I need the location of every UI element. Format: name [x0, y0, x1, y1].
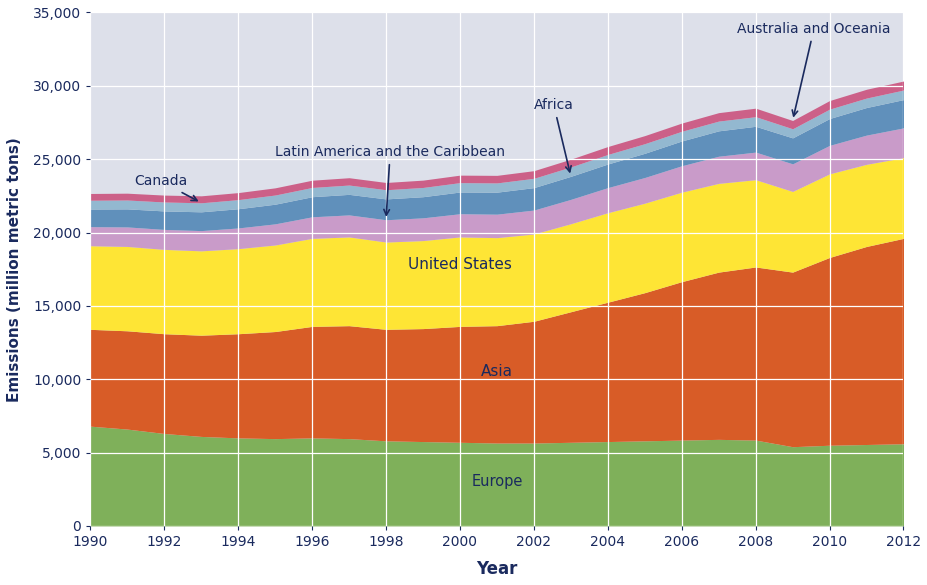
Y-axis label: Emissions (million metric tons): Emissions (million metric tons) — [6, 137, 22, 401]
Text: Africa: Africa — [533, 98, 573, 172]
Text: Europe: Europe — [471, 474, 522, 490]
X-axis label: Year: Year — [476, 560, 517, 578]
Text: Asia: Asia — [480, 364, 513, 380]
Text: Latin America and the Caribbean: Latin America and the Caribbean — [274, 145, 504, 215]
Text: Canada: Canada — [134, 174, 197, 201]
Text: United States: United States — [408, 257, 512, 272]
Text: Australia and Oceania: Australia and Oceania — [736, 22, 890, 116]
